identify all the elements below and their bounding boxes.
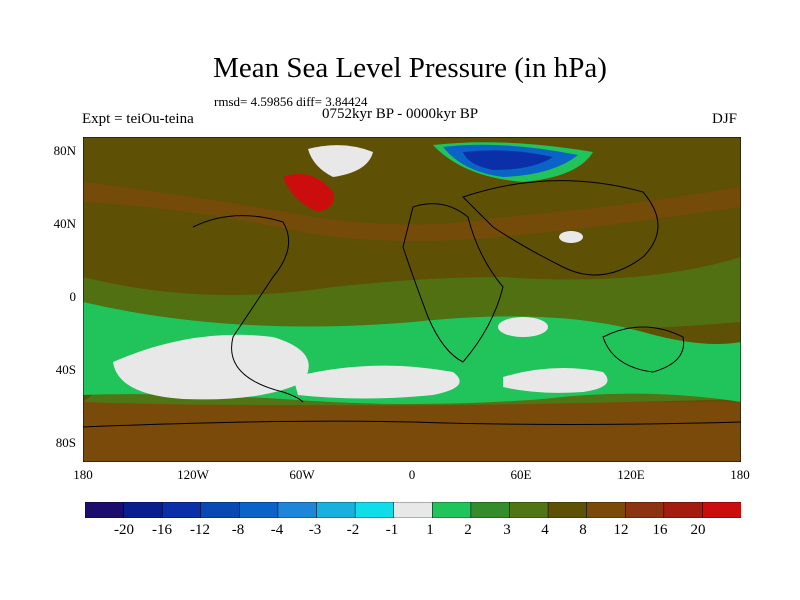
period-label: 0752kyr BP - 0000kyr BP xyxy=(322,106,479,122)
colorbar-swatch xyxy=(354,502,395,518)
legend-label: -8 xyxy=(231,522,245,538)
colorbar-swatch xyxy=(239,502,279,518)
legend-label: -3 xyxy=(308,522,322,538)
high-anomaly-indian xyxy=(503,368,608,393)
colorbar-swatch xyxy=(200,502,240,518)
rmsd-diff-stats: rmsd= 4.59856 diff= 3.84424 xyxy=(214,94,368,109)
legend-label: 3 xyxy=(503,522,511,538)
lon-label-0: 0 xyxy=(408,467,416,482)
pressure-difference-map xyxy=(83,137,741,462)
legend-label: -20 xyxy=(114,522,134,538)
low-anomaly-north-atlantic xyxy=(283,174,334,212)
high-anomaly-atlantic xyxy=(293,365,460,399)
colorbar-swatch xyxy=(85,502,125,518)
colorbar-swatch xyxy=(663,502,703,518)
legend-label: -4 xyxy=(270,522,284,538)
colorbar-swatch xyxy=(509,502,549,518)
colorbar-swatch xyxy=(547,502,588,518)
lon-label-60w: 60W xyxy=(289,467,315,482)
legend-label: 12 xyxy=(613,522,629,538)
high-anomaly-pacific xyxy=(113,334,309,400)
colorbar-swatch xyxy=(316,502,356,518)
colorbar-swatch xyxy=(586,502,626,518)
africa-coastline xyxy=(402,203,504,363)
lat-label-80s: 80S xyxy=(55,435,76,450)
colorbar-swatch xyxy=(470,502,511,518)
legend-label: 1 xyxy=(426,522,434,538)
colorbar xyxy=(85,502,741,518)
colorbar-swatch xyxy=(393,502,433,518)
legend-label: 20 xyxy=(690,522,706,538)
colorbar-swatch xyxy=(624,502,665,518)
legend-label: 2 xyxy=(464,522,472,538)
northern-midlat-band xyxy=(83,182,741,241)
legend-label: -16 xyxy=(152,522,172,538)
legend-label: -2 xyxy=(346,522,360,538)
lat-label-40s: 40S xyxy=(55,362,76,377)
australia-coastline xyxy=(602,326,685,373)
lon-label-60e: 60E xyxy=(510,467,532,482)
lat-label-0: 0 xyxy=(69,289,77,304)
antarctica-coastline xyxy=(83,420,741,428)
lat-label-40n: 40N xyxy=(53,216,76,231)
legend-label: 4 xyxy=(541,522,549,538)
colorbar-swatch xyxy=(123,502,163,518)
legend-label: 16 xyxy=(652,522,668,538)
lon-label-180e: 180 xyxy=(730,467,750,482)
season-label: DJF xyxy=(712,111,738,127)
high-anomaly-madagascar xyxy=(498,317,548,337)
lon-label-180w: 180 xyxy=(73,467,93,482)
americas-coastline xyxy=(192,215,304,403)
lat-label-80n: 80N xyxy=(53,143,76,158)
tropical-band xyxy=(83,257,741,337)
colorbar-swatch xyxy=(702,502,741,518)
experiment-label: Expt = teiOu-teina xyxy=(82,111,194,127)
lon-label-120e: 120E xyxy=(617,467,645,482)
southern-ocean-band xyxy=(83,402,741,462)
colorbar-swatch xyxy=(277,502,318,518)
legend-label: -12 xyxy=(190,522,210,538)
greenland-anomaly xyxy=(308,145,373,177)
legend-label: 8 xyxy=(579,522,587,538)
eurasia-coastline xyxy=(462,180,659,276)
siberia-dark-blue xyxy=(463,150,553,170)
colorbar-swatch xyxy=(432,502,472,518)
map-title: Mean Sea Level Pressure (in hPa) xyxy=(213,52,607,84)
tibet-anomaly xyxy=(559,231,583,243)
colorbar-swatch xyxy=(161,502,202,518)
legend-label: -1 xyxy=(385,522,399,538)
lon-label-120w: 120W xyxy=(177,467,209,482)
